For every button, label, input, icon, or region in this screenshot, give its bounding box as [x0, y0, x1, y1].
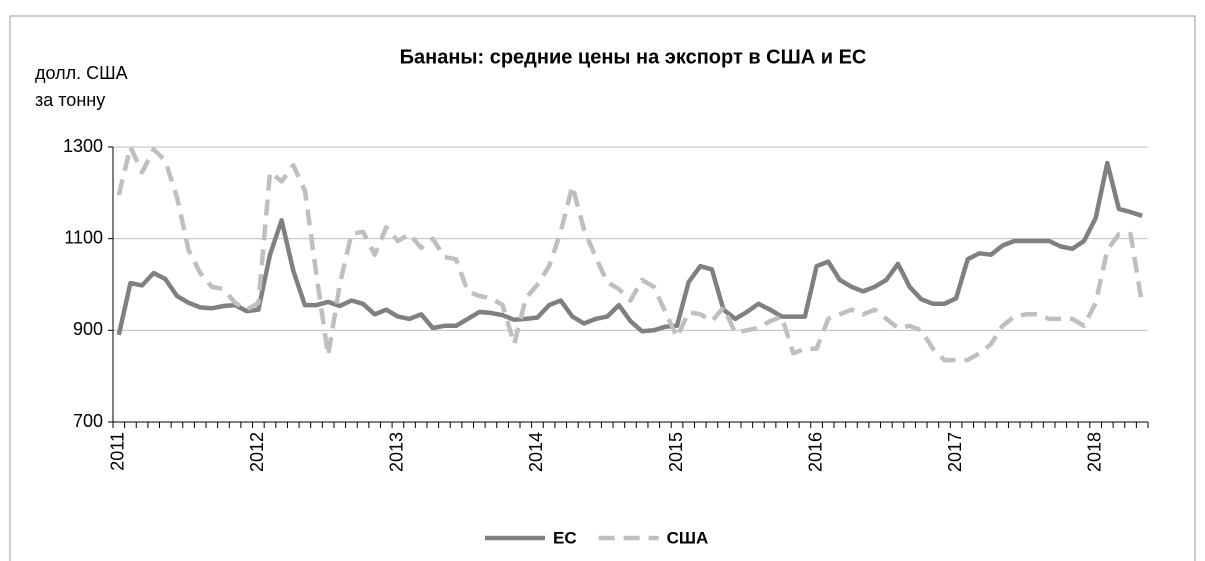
line-series [116, 160, 1143, 336]
y-axis-label: за тонну [35, 90, 105, 110]
legend-label: США [667, 528, 709, 547]
x-tick-label: 2016 [805, 432, 825, 472]
x-tick-label: 2012 [247, 432, 267, 472]
y-axis-label: долл. США [35, 63, 128, 83]
x-tick-label: 2017 [945, 432, 965, 472]
line-series [116, 144, 1145, 363]
y-tick-label: 1300 [63, 136, 103, 156]
x-tick-label: 2014 [526, 432, 546, 472]
y-tick-label: 700 [73, 411, 103, 431]
x-tick-label: 2018 [1084, 432, 1104, 472]
x-tick-label: 2013 [387, 432, 407, 472]
legend-label: ЕС [553, 528, 577, 547]
y-tick-label: 900 [73, 319, 103, 339]
x-tick-label: 2015 [666, 432, 686, 472]
frame [9, 15, 1196, 561]
y-tick-label: 1100 [64, 227, 103, 247]
chart-title: Бананы: средние цены на экспорт в США и … [400, 46, 867, 68]
x-tick-label: 2011 [108, 432, 128, 471]
